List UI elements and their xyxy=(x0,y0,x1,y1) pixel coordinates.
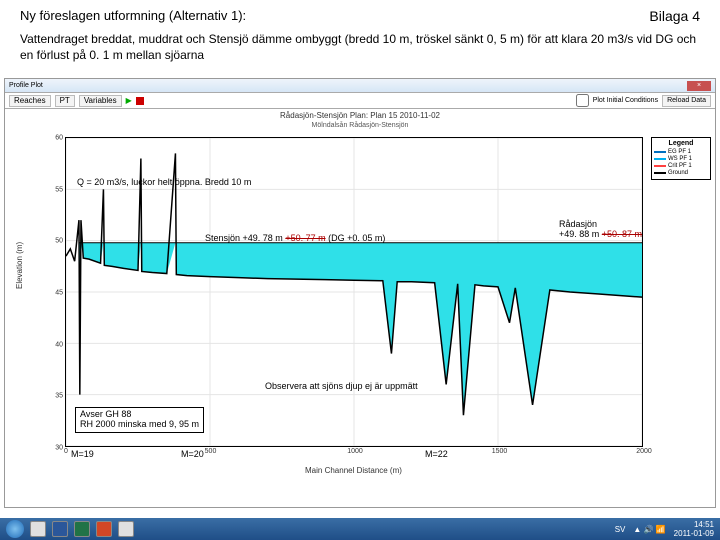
y-tick: 35 xyxy=(55,393,66,400)
legend-title: Legend xyxy=(654,140,708,147)
close-icon[interactable]: × xyxy=(687,81,711,91)
y-tick: 30 xyxy=(55,445,66,452)
header: Ny föreslagen utformning (Alternativ 1):… xyxy=(0,0,720,67)
clock-date: 2011-01-09 xyxy=(674,529,714,538)
legend: Legend EG PF 1WS PF 1Crit PF 1Ground xyxy=(651,137,711,180)
window-title: Profile Plot xyxy=(9,82,43,89)
toolbar: Reaches PT Variables ▶ Plot Initial Cond… xyxy=(5,93,715,109)
word-icon[interactable] xyxy=(52,521,68,537)
y-tick: 50 xyxy=(55,238,66,245)
x-tick: 1500 xyxy=(492,446,508,455)
stop-icon[interactable] xyxy=(136,97,144,105)
note-box: Avser GH 88 RH 2000 minska med 9, 95 m xyxy=(75,407,204,433)
start-button[interactable] xyxy=(6,520,24,538)
m20-label: M=20 xyxy=(181,449,204,459)
checkbox-label: Plot Initial Conditions xyxy=(593,97,658,104)
profile-window: Profile Plot × Reaches PT Variables ▶ Pl… xyxy=(4,78,716,508)
app-icon[interactable] xyxy=(118,521,134,537)
y-tick: 45 xyxy=(55,290,66,297)
x-tick: 1000 xyxy=(347,446,363,455)
page-title: Ny föreslagen utformning (Alternativ 1): xyxy=(20,8,246,23)
window-titlebar: Profile Plot × xyxy=(5,79,715,93)
initial-conditions-checkbox[interactable] xyxy=(576,94,589,107)
reload-button[interactable]: Reload Data xyxy=(662,95,711,107)
legend-item: Ground xyxy=(654,170,708,176)
q-annotation: Q = 20 m3/s, luckor helt öppna. Bredd 10… xyxy=(77,177,251,187)
reaches-button[interactable]: Reaches xyxy=(9,95,51,107)
taskbar: SV ▲ 🔊 📶 14:51 2011-01-09 xyxy=(0,518,720,540)
observe-annotation: Observera att sjöns djup ej är uppmätt xyxy=(265,381,418,391)
x-axis-label: Main Channel Distance (m) xyxy=(305,466,402,475)
plot-subtitle: Mölndalsån Rådasjön-Stensjön xyxy=(5,122,715,129)
bilaga-label: Bilaga 4 xyxy=(649,8,700,24)
x-tick: 2000 xyxy=(636,446,652,455)
m19-label: M=19 xyxy=(71,449,94,459)
plot-wrap: 050010001500200030354045505560 Elevation… xyxy=(5,129,715,479)
m22-label: M=22 xyxy=(425,449,448,459)
play-icon[interactable]: ▶ xyxy=(126,96,132,105)
y-axis-label: Elevation (m) xyxy=(15,242,24,289)
radasjon-annotation: Rådasjön +49. 88 m +50. 87 m xyxy=(559,219,642,239)
variables-button[interactable]: Variables xyxy=(79,95,122,107)
pt-button[interactable]: PT xyxy=(55,95,75,107)
description: Vattendraget breddat, muddrat och Stensj… xyxy=(20,32,700,63)
ppt-icon[interactable] xyxy=(96,521,112,537)
excel-icon[interactable] xyxy=(74,521,90,537)
plot-title: Rådasjön-Stensjön Plan: Plan 15 2010-11-… xyxy=(5,109,715,122)
lang-indicator[interactable]: SV xyxy=(615,525,626,534)
tray-icons[interactable]: ▲ 🔊 📶 xyxy=(633,525,665,534)
explorer-icon[interactable] xyxy=(30,521,46,537)
legend-item: WS PF 1 xyxy=(654,156,708,162)
legend-item: EG PF 1 xyxy=(654,149,708,155)
y-tick: 60 xyxy=(55,135,66,142)
x-tick: 500 xyxy=(205,446,217,455)
clock-time: 14:51 xyxy=(674,520,714,529)
y-tick: 40 xyxy=(55,341,66,348)
legend-item: Crit PF 1 xyxy=(654,163,708,169)
y-tick: 55 xyxy=(55,186,66,193)
stensjon-annotation: Stensjön +49. 78 m +50. 77 m (DG +0. 05 … xyxy=(205,233,385,243)
